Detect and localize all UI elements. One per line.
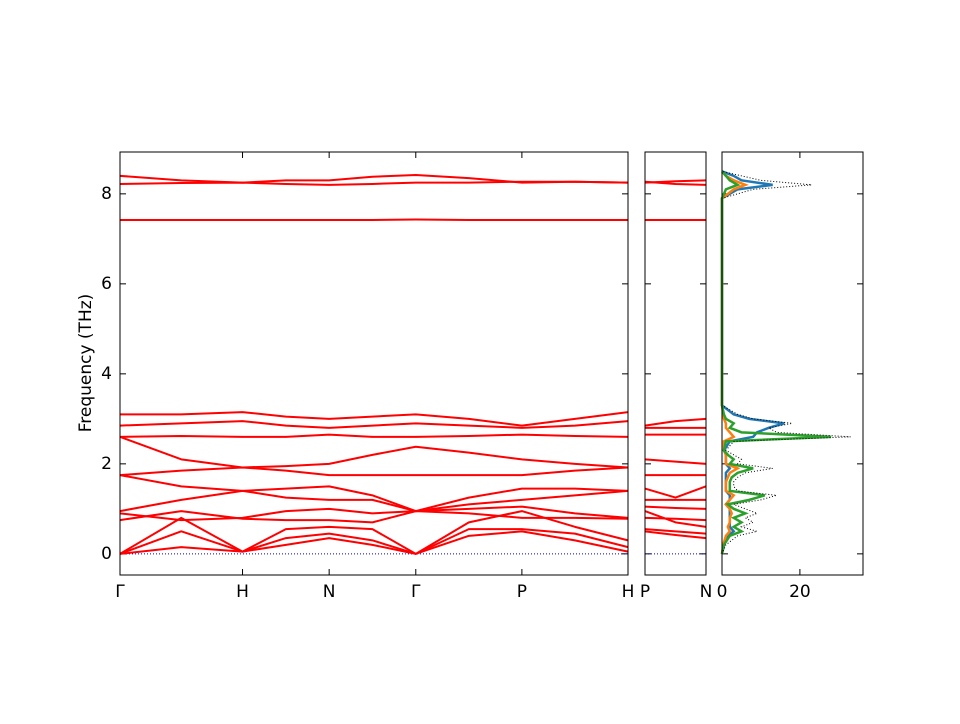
y-tick-label: 0 <box>101 544 112 564</box>
y-tick-label: 4 <box>101 364 112 384</box>
x-tick-label: P <box>517 582 527 602</box>
x-tick-label: Γ <box>115 582 125 602</box>
x-tick-label: N <box>700 582 713 602</box>
x-tick-label: 0 <box>717 582 728 602</box>
y-tick-label: 2 <box>101 454 112 474</box>
x-tick-label: H <box>236 582 249 602</box>
x-tick-label: N <box>323 582 336 602</box>
y-tick-label: 8 <box>101 184 112 204</box>
x-tick-label: H <box>622 582 635 602</box>
x-tick-label: 20 <box>789 582 811 602</box>
x-tick-label: P <box>640 582 650 602</box>
y-axis-label: Frequency (THz) <box>76 294 96 433</box>
y-tick-label: 6 <box>101 274 112 294</box>
x-tick-label: Γ <box>411 582 421 602</box>
